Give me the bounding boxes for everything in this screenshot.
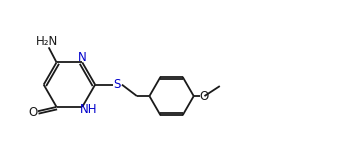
- Text: S: S: [113, 78, 121, 91]
- Text: N: N: [78, 51, 86, 64]
- Text: NH: NH: [80, 103, 98, 116]
- Text: O: O: [28, 106, 37, 120]
- Text: O: O: [200, 90, 209, 103]
- Text: H₂N: H₂N: [36, 35, 58, 48]
